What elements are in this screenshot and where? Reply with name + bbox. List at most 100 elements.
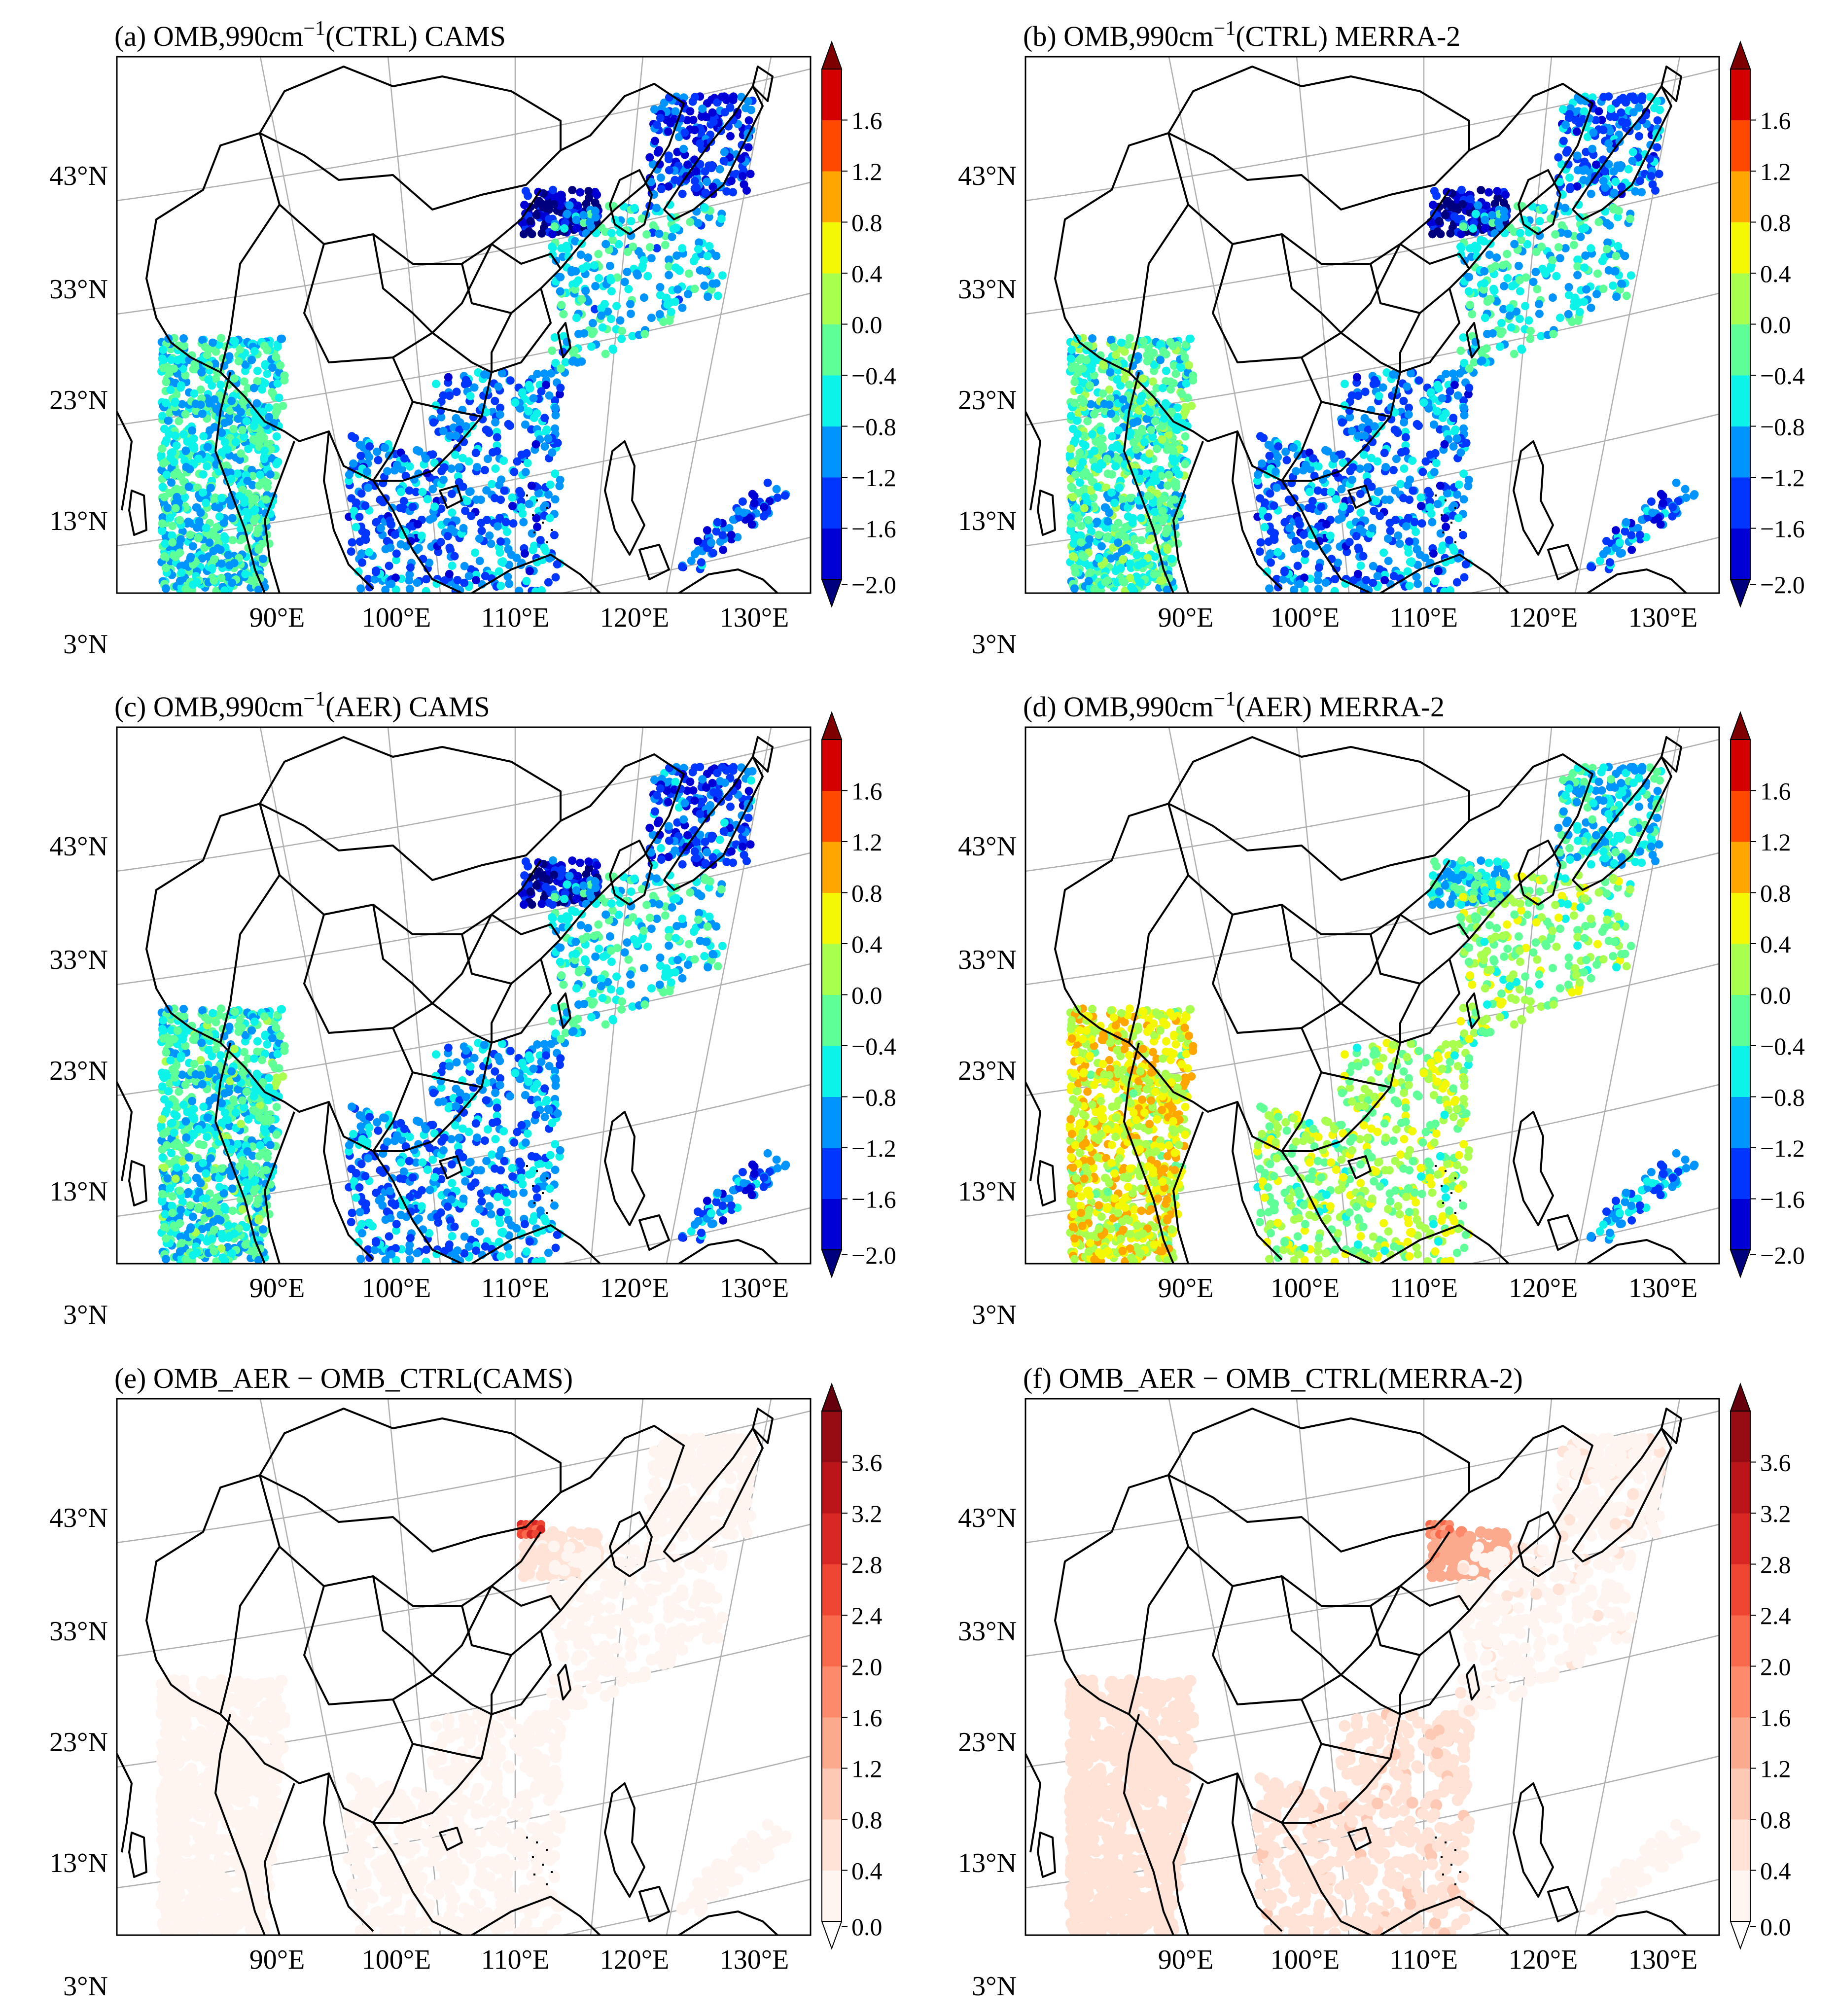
- obs-point-south_china_sea: [436, 537, 445, 546]
- colorbar-segment: [1731, 120, 1750, 172]
- obs-point-south_china_sea: [428, 485, 437, 494]
- obs-point-east_china_sea: [1617, 279, 1626, 288]
- obs-point-bay_of_bengal: [201, 343, 210, 352]
- obs-point-bay_of_bengal: [253, 1047, 262, 1056]
- obs-point-bay_of_bengal: [1070, 564, 1079, 572]
- obs-point-bay_of_bengal: [220, 586, 229, 593]
- obs-point-south_china_sea: [494, 382, 503, 391]
- colorbar-tick-label: 1.2: [851, 158, 883, 185]
- lat-label: 13°N: [958, 506, 1017, 536]
- obs-point-east_china_sea: [678, 244, 687, 253]
- obs-point-west_pacific: [1647, 497, 1656, 506]
- obs-point-south_china_sea: [422, 454, 430, 463]
- obs-point-east_china_sea: [705, 212, 713, 221]
- obs-point-bay_of_bengal: [1090, 371, 1098, 380]
- obs-point-east_china_sea: [1563, 229, 1572, 238]
- obs-point-south_china_sea: [1282, 456, 1291, 464]
- obs-point-japan: [1563, 146, 1572, 155]
- obs-point-east_china_sea: [1533, 284, 1542, 293]
- obs-point-yellow_sea: [1446, 229, 1455, 238]
- obs-point-bay_of_bengal: [258, 385, 266, 394]
- obs-point-west_pacific: [748, 490, 757, 498]
- obs-point-east_china_sea: [1480, 267, 1489, 276]
- obs-point-east_china_sea: [1555, 314, 1564, 322]
- obs-point-bay_of_bengal: [1103, 454, 1111, 463]
- obs-point-bay_of_bengal: [1113, 375, 1122, 384]
- obs-point-bay_of_bengal: [262, 495, 271, 504]
- obs-point-japan: [683, 160, 692, 169]
- obs-point-bay_of_bengal: [223, 445, 232, 454]
- obs-point-south_china_sea: [1290, 585, 1299, 593]
- obs-point-bay_of_bengal: [1132, 572, 1141, 581]
- obs-point-bay_of_bengal: [212, 1018, 220, 1026]
- obs-point-south_china_sea: [497, 558, 506, 566]
- obs-point-south_china_sea: [1326, 531, 1335, 540]
- obs-point-bay_of_bengal: [224, 551, 233, 560]
- obs-point-west_pacific: [719, 545, 728, 554]
- obs-point-bay_of_bengal: [1161, 399, 1170, 408]
- obs-point-south_china_sea: [1402, 522, 1411, 531]
- obs-point-east_china_sea: [1503, 274, 1512, 283]
- obs-point-east_china_sea: [1515, 276, 1524, 284]
- obs-point-east_china_sea: [717, 214, 726, 223]
- obs-point-east_china_sea: [598, 323, 607, 332]
- obs-point-south_china_sea: [511, 398, 520, 407]
- obs-point-bay_of_bengal: [168, 531, 177, 540]
- obs-point-east_china_sea: [1486, 295, 1495, 304]
- obs-point-south_china_sea: [431, 380, 440, 389]
- obs-point-japan: [1635, 177, 1644, 185]
- obs-point-east_china_sea: [1582, 285, 1590, 294]
- obs-point-south_china_sea: [1355, 546, 1364, 555]
- obs-point-yellow_sea: [1428, 230, 1437, 239]
- obs-point-south_china_sea: [533, 523, 542, 531]
- obs-point-east_china_sea: [1529, 278, 1538, 286]
- obs-point-bay_of_bengal: [1163, 481, 1172, 490]
- obs-point-yellow_sea: [572, 224, 581, 233]
- obs-point-bay_of_bengal: [180, 456, 189, 465]
- colorbar-segment: [822, 477, 842, 529]
- obs-point-south_china_sea: [396, 488, 405, 496]
- obs-point-east_china_sea: [1523, 240, 1532, 248]
- obs-point-japan: [1631, 187, 1640, 196]
- obs-point-west_pacific: [1648, 508, 1657, 517]
- obs-point-south_china_sea: [437, 504, 446, 513]
- obs-point-south_china_sea: [459, 524, 468, 532]
- obs-point-japan: [720, 108, 729, 117]
- obs-point-south_china_sea: [1273, 453, 1282, 461]
- obs-point-south_china_sea: [553, 560, 562, 568]
- obs-point-bay_of_bengal: [227, 474, 236, 483]
- obs-point-east_china_sea: [572, 314, 581, 322]
- obs-point-west_pacific: [1627, 531, 1636, 540]
- obs-point-east_china_sea: [626, 300, 635, 309]
- obs-point-south_china_sea: [551, 469, 560, 478]
- lat-gridline: [1468, 536, 1719, 593]
- obs-point-south_china_sea: [493, 441, 501, 450]
- obs-point-south_china_sea: [1406, 558, 1414, 566]
- obs-point-east_china_sea: [1576, 233, 1585, 241]
- obs-point-bay_of_bengal: [192, 578, 201, 587]
- obs-point-east_china_sea: [1535, 310, 1544, 318]
- obs-point-east_china_sea: [1478, 356, 1486, 365]
- obs-point-east_china_sea: [1546, 264, 1555, 273]
- obs-point-bay_of_bengal: [264, 403, 273, 412]
- obs-point-bay_of_bengal: [225, 352, 234, 361]
- obs-point-bay_of_bengal: [1084, 577, 1093, 585]
- obs-point-west_pacific: [1674, 497, 1683, 506]
- obs-point-bay_of_bengal: [272, 460, 281, 468]
- obs-point-bay_of_bengal: [1163, 545, 1172, 554]
- obs-point-bay_of_bengal: [158, 519, 167, 528]
- obs-point-bay_of_bengal: [217, 559, 226, 568]
- obs-point-west_pacific: [687, 557, 696, 565]
- obs-point-bay_of_bengal: [266, 470, 275, 479]
- obs-point-south_china_sea: [370, 575, 379, 584]
- obs-point-south_china_sea: [1409, 486, 1417, 495]
- obs-point-bay_of_bengal: [253, 377, 262, 386]
- obs-point-south_china_sea: [1448, 543, 1457, 552]
- obs-point-south_china_sea: [1280, 567, 1289, 576]
- obs-point-bay_of_bengal: [1099, 361, 1108, 370]
- obs-point-south_china_sea: [1356, 561, 1365, 570]
- obs-point-bay_of_bengal: [190, 389, 199, 398]
- colorbar-tick-label: 0.0: [1760, 311, 1791, 339]
- obs-point-japan: [696, 160, 705, 169]
- obs-point-bay_of_bengal: [1087, 486, 1095, 495]
